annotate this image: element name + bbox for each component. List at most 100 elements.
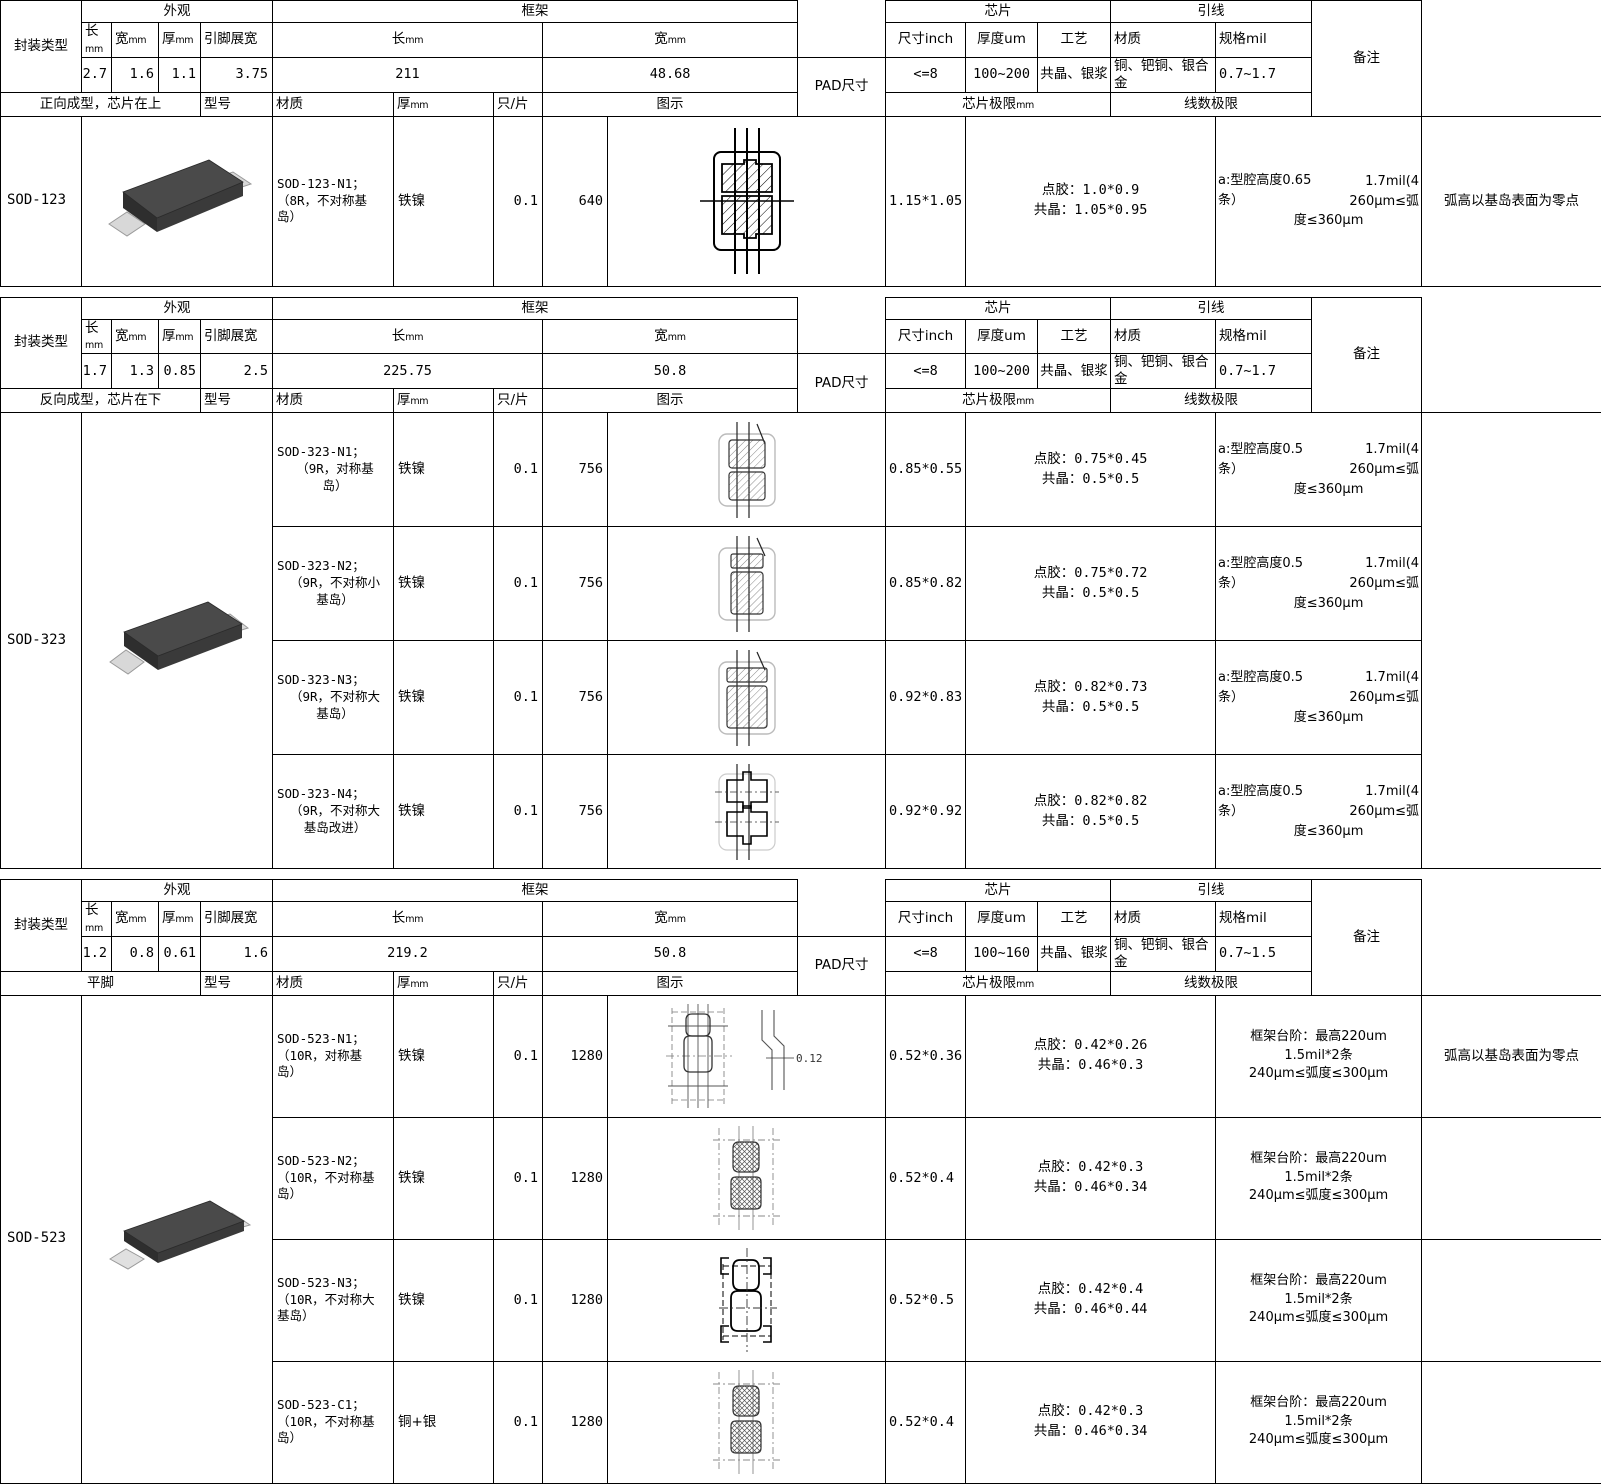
wire-limit-cell: a:型腔高度0.5 1.7mil(4 条） 260μm≤弧 度≤360μm xyxy=(1215,526,1423,641)
remark-cell xyxy=(1421,412,1601,869)
model-line-2: （9R，不对称大 xyxy=(289,803,381,819)
header-appearance: 外观 xyxy=(81,296,273,320)
wire-limit-a: a:型腔高度0.5 xyxy=(1218,783,1304,799)
value-wire-material: 铜、钯铜、银合金 xyxy=(1110,935,1217,972)
row-pad-size: 0.92*0.83 xyxy=(885,640,967,755)
value-frame-width: 50.8 xyxy=(541,353,799,389)
value-frame-width: 50.8 xyxy=(541,935,799,972)
package-name: SOD-323 xyxy=(0,412,82,869)
wire-limit-line-3: 240μm≤弧度≤300μm xyxy=(1248,1310,1389,1326)
wire-limit-b: 1.7mil(4 xyxy=(1365,784,1420,800)
row-per-strip: 1280 xyxy=(542,1238,608,1362)
sod323-n2-frame-diagram xyxy=(717,535,776,632)
header-frame-length: 长mm xyxy=(272,901,543,937)
wire-limit-line-1: 框架台阶：最高220um xyxy=(1250,1394,1387,1410)
spacer-pad xyxy=(797,879,887,937)
header-wire-material: 材质 xyxy=(1110,318,1217,355)
wire-limit-line-2: 1.5mil*2条 xyxy=(1284,1413,1353,1429)
chip-limit-line-1: 点胶：0.42*0.3 xyxy=(1037,1403,1144,1420)
wire-limit-line-3: 240μm≤弧度≤300μm xyxy=(1248,1188,1389,1204)
header-thickness2: 厚mm xyxy=(393,91,494,117)
model-line-2: （10R，不对称基 xyxy=(277,1413,375,1429)
row-thickness: 0.1 xyxy=(493,754,543,869)
header-size-inch: 尺寸inch xyxy=(885,22,967,58)
header-thickness2: 厚mm xyxy=(393,388,494,413)
wire-limit-cell: a:型腔高度0.5 1.7mil(4 条） 260μm≤弧 度≤360μm xyxy=(1215,412,1423,527)
header-frame-width: 宽mm xyxy=(541,22,799,58)
value-length: 1.7 xyxy=(81,353,112,389)
header-package-type: 封装类型 xyxy=(0,879,82,972)
frame-diagram-cell xyxy=(606,754,887,869)
header-lead-span: 引脚展宽 xyxy=(200,22,273,58)
value-thickness: 0.61 xyxy=(158,935,201,972)
value-frame-length: 211 xyxy=(272,56,543,93)
row-thickness: 0.1 xyxy=(493,1238,543,1362)
chip-limit-line-2: 共晶：1.05*0.95 xyxy=(1033,202,1148,218)
row-pad-size: 0.85*0.55 xyxy=(885,412,967,527)
row-pad-size: 1.15*1.05 xyxy=(885,115,967,287)
model-cell: SOD-523-N1； （10R，对称基 岛） xyxy=(272,994,394,1118)
header-frame-width: 宽mm xyxy=(541,318,799,355)
row-pad-size: 0.92*0.92 xyxy=(885,754,967,869)
value-frame-length: 225.75 xyxy=(272,353,543,389)
value-width: 1.3 xyxy=(111,353,159,389)
header-wire-limit: 线数极限 xyxy=(1110,970,1313,996)
header-chip-limit: 芯片极限mm xyxy=(885,970,1112,996)
remark-cell: 弧高以基岛表面为零点 xyxy=(1421,994,1601,1118)
wire-limit-b: 1.7mil(4 xyxy=(1365,173,1420,189)
row-material: 铁镍 xyxy=(393,115,494,287)
row-per-strip: 756 xyxy=(542,640,608,755)
chip-limit-line-1: 点胶：0.75*0.45 xyxy=(1033,450,1148,467)
row-material: 铁镍 xyxy=(393,994,494,1118)
model-line-1: SOD-323-N4； xyxy=(277,786,365,802)
header-thickness: 厚mm xyxy=(158,318,201,355)
row-material: 铁镍 xyxy=(393,1238,494,1362)
wire-limit-a: a:型腔高度0.65 xyxy=(1218,173,1312,189)
header-thickness-um: 厚度um xyxy=(965,22,1039,58)
package-block-sod123: 封装类型 外观 框架 芯片 引线 备注 长mm 宽mm 厚mm 引脚展宽 长mm… xyxy=(0,0,1601,287)
chip-limit-cell: 点胶：0.75*0.72 共晶：0.5*0.5 xyxy=(965,526,1217,641)
wire-limit-e: 度≤360μm xyxy=(1293,823,1364,839)
chip-limit-line-1: 点胶：0.42*0.26 xyxy=(1033,1037,1148,1054)
header-wire-limit: 线数极限 xyxy=(1110,91,1313,117)
model-line-3: 基岛） xyxy=(316,591,354,607)
value-lead-span: 1.6 xyxy=(200,935,273,972)
header-spec-mil: 规格mil xyxy=(1215,318,1313,355)
sod323-n1-frame-diagram xyxy=(717,421,776,518)
value-length: 1.2 xyxy=(81,935,112,972)
header-frame-length: 长mm xyxy=(272,22,543,58)
forming-description: 正向成型，芯片在上 xyxy=(0,91,201,117)
header-chip-limit: 芯片极限mm xyxy=(885,91,1112,117)
frame-diagram-cell xyxy=(606,115,887,287)
package-name: SOD-523 xyxy=(0,994,82,1484)
header-length: 长mm xyxy=(81,901,112,937)
header-lead-span: 引脚展宽 xyxy=(200,901,273,937)
value-process: 共晶、银浆 xyxy=(1037,353,1112,389)
wire-limit-line-1: 框架台阶：最高220um xyxy=(1250,1150,1387,1166)
row-material: 铁镍 xyxy=(393,754,494,869)
wire-limit-line-3: 240μm≤弧度≤300μm xyxy=(1248,1066,1389,1082)
value-process: 共晶、银浆 xyxy=(1037,935,1112,972)
chip-limit-cell: 点胶：0.82*0.73 共晶：0.5*0.5 xyxy=(965,640,1217,755)
header-remark: 备注 xyxy=(1311,0,1423,117)
model-line-3: 岛） xyxy=(277,1186,303,1202)
model-cell: SOD-323-N3； （9R，不对称大 基岛） xyxy=(272,640,394,755)
row-per-strip: 640 xyxy=(542,115,608,287)
chip-limit-line-1: 点胶：0.75*0.72 xyxy=(1033,564,1148,581)
wire-limit-cell: a:型腔高度0.65 1.7mil(4 条） 260μm≤弧 度≤360μm xyxy=(1215,115,1423,287)
diagram-dimension-label: 0.12 xyxy=(796,1052,823,1065)
header-process: 工艺 xyxy=(1037,318,1112,355)
header-spec-mil: 规格mil xyxy=(1215,901,1313,937)
chip-limit-cell: 点胶：0.82*0.82 共晶：0.5*0.5 xyxy=(965,754,1217,869)
value-thickness-um: 100~200 xyxy=(965,56,1039,93)
header-lead-span: 引脚展宽 xyxy=(200,318,273,355)
chip-limit-cell: 点胶：1.0*0.9 共晶：1.05*0.95 xyxy=(965,115,1217,287)
package-block-sod323: 封装类型 外观 框架 芯片 引线 备注 长mm 宽mm 厚mm 引脚展宽 长mm… xyxy=(0,296,1601,869)
package-photo-cell xyxy=(81,994,273,1484)
remark-cell-empty xyxy=(1421,1360,1601,1484)
header-frame-width: 宽mm xyxy=(541,901,799,937)
chip-limit-line-1: 点胶：0.82*0.73 xyxy=(1033,678,1148,695)
header-pad-size: PAD尺寸 xyxy=(797,56,887,117)
model-line-2: （10R，不对称基 xyxy=(277,1169,375,1185)
